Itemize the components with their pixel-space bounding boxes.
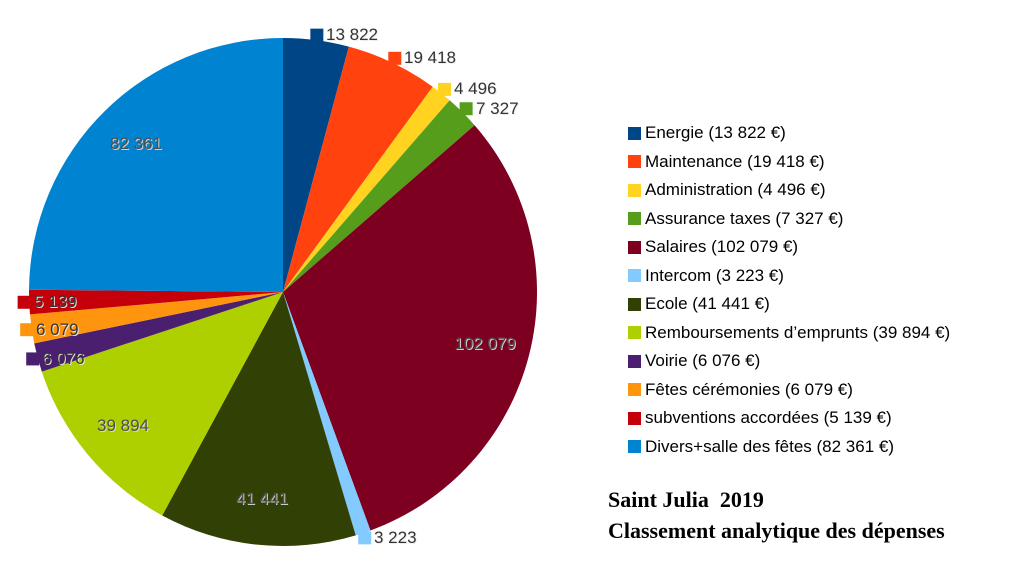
legend-swatch [628,126,641,140]
legend-item-3: Administration (4 496 €) [628,176,950,205]
legend-label: Remboursements d’emprunts (39 894 €) [645,322,951,342]
legend-swatch [628,269,641,283]
legend-label: Energie (13 822 €) [645,123,786,143]
legend-item-9: Voirie (6 076 €) [628,347,950,376]
callout-marker [358,531,372,545]
legend-swatch [628,411,641,425]
chart-title: Saint Julia 2019 Classement analytique d… [608,484,945,546]
chart-title-line2: Classement analytique des dépenses [608,518,945,543]
pie-slice-12 [29,37,284,293]
legend: Energie (13 822 €) Maintenance (19 418 €)… [628,119,950,461]
pie-slice-7 [162,292,356,547]
callout-marker [388,51,402,65]
legend-swatch [628,240,641,254]
pie-slice-11 [28,289,283,315]
callout-marker [459,102,473,116]
legend-label: Divers+salle des fêtes (82 361 €) [645,436,894,456]
legend-swatch [628,212,641,226]
callout-marker [17,295,31,309]
pie-slice-10 [29,292,283,344]
legend-item-12: Divers+salle des fêtes (82 361 €) [628,433,950,462]
legend-label: Intercom (3 223 €) [645,265,784,285]
callout-marker [310,28,324,42]
legend-label: Administration (4 496 €) [645,180,826,200]
legend-swatch [628,326,641,340]
callout-marker [437,82,451,96]
legend-swatch [628,354,641,368]
pie-slice-5 [283,125,538,531]
legend-item-4: Assurance taxes (7 327 €) [628,205,950,234]
legend-item-7: Ecole (41 441 €) [628,290,950,319]
pie-slice-8 [41,292,283,516]
legend-item-5: Salaires (102 079 €) [628,233,950,262]
pie-slice-1 [283,38,349,292]
legend-label: Maintenance (19 418 €) [645,151,825,171]
legend-item-8: Remboursements d’emprunts (39 894 €) [628,319,950,348]
callout-marker [20,323,34,337]
legend-item-1: Energie (13 822 €) [628,119,950,148]
chart-title-line1: Saint Julia 2019 [608,487,764,512]
legend-item-10: Fêtes cérémonies (6 079 €) [628,376,950,405]
legend-label: Assurance taxes (7 327 €) [645,208,844,228]
callout-marker [26,352,40,366]
legend-label: Salaires (102 079 €) [645,237,799,257]
legend-swatch [628,383,641,397]
legend-label: Fêtes cérémonies (6 079 €) [645,379,853,399]
legend-swatch [628,440,641,454]
pie-slice-6 [283,292,371,536]
legend-swatch [628,297,641,311]
legend-label: Ecole (41 441 €) [645,294,770,314]
pie-slice-2 [283,46,433,292]
legend-item-2: Maintenance (19 418 €) [628,148,950,177]
legend-swatch [628,183,641,197]
legend-item-11: subventions accordées (5 139 €) [628,404,950,433]
pie-slice-4 [283,100,475,292]
legend-swatch [628,155,641,169]
pie-slice-9 [34,292,283,372]
legend-label: Voirie (6 076 €) [645,351,761,371]
pie-slice-3 [283,86,450,292]
legend-item-6: Intercom (3 223 €) [628,262,950,291]
legend-label: subventions accordées (5 139 €) [645,408,892,428]
